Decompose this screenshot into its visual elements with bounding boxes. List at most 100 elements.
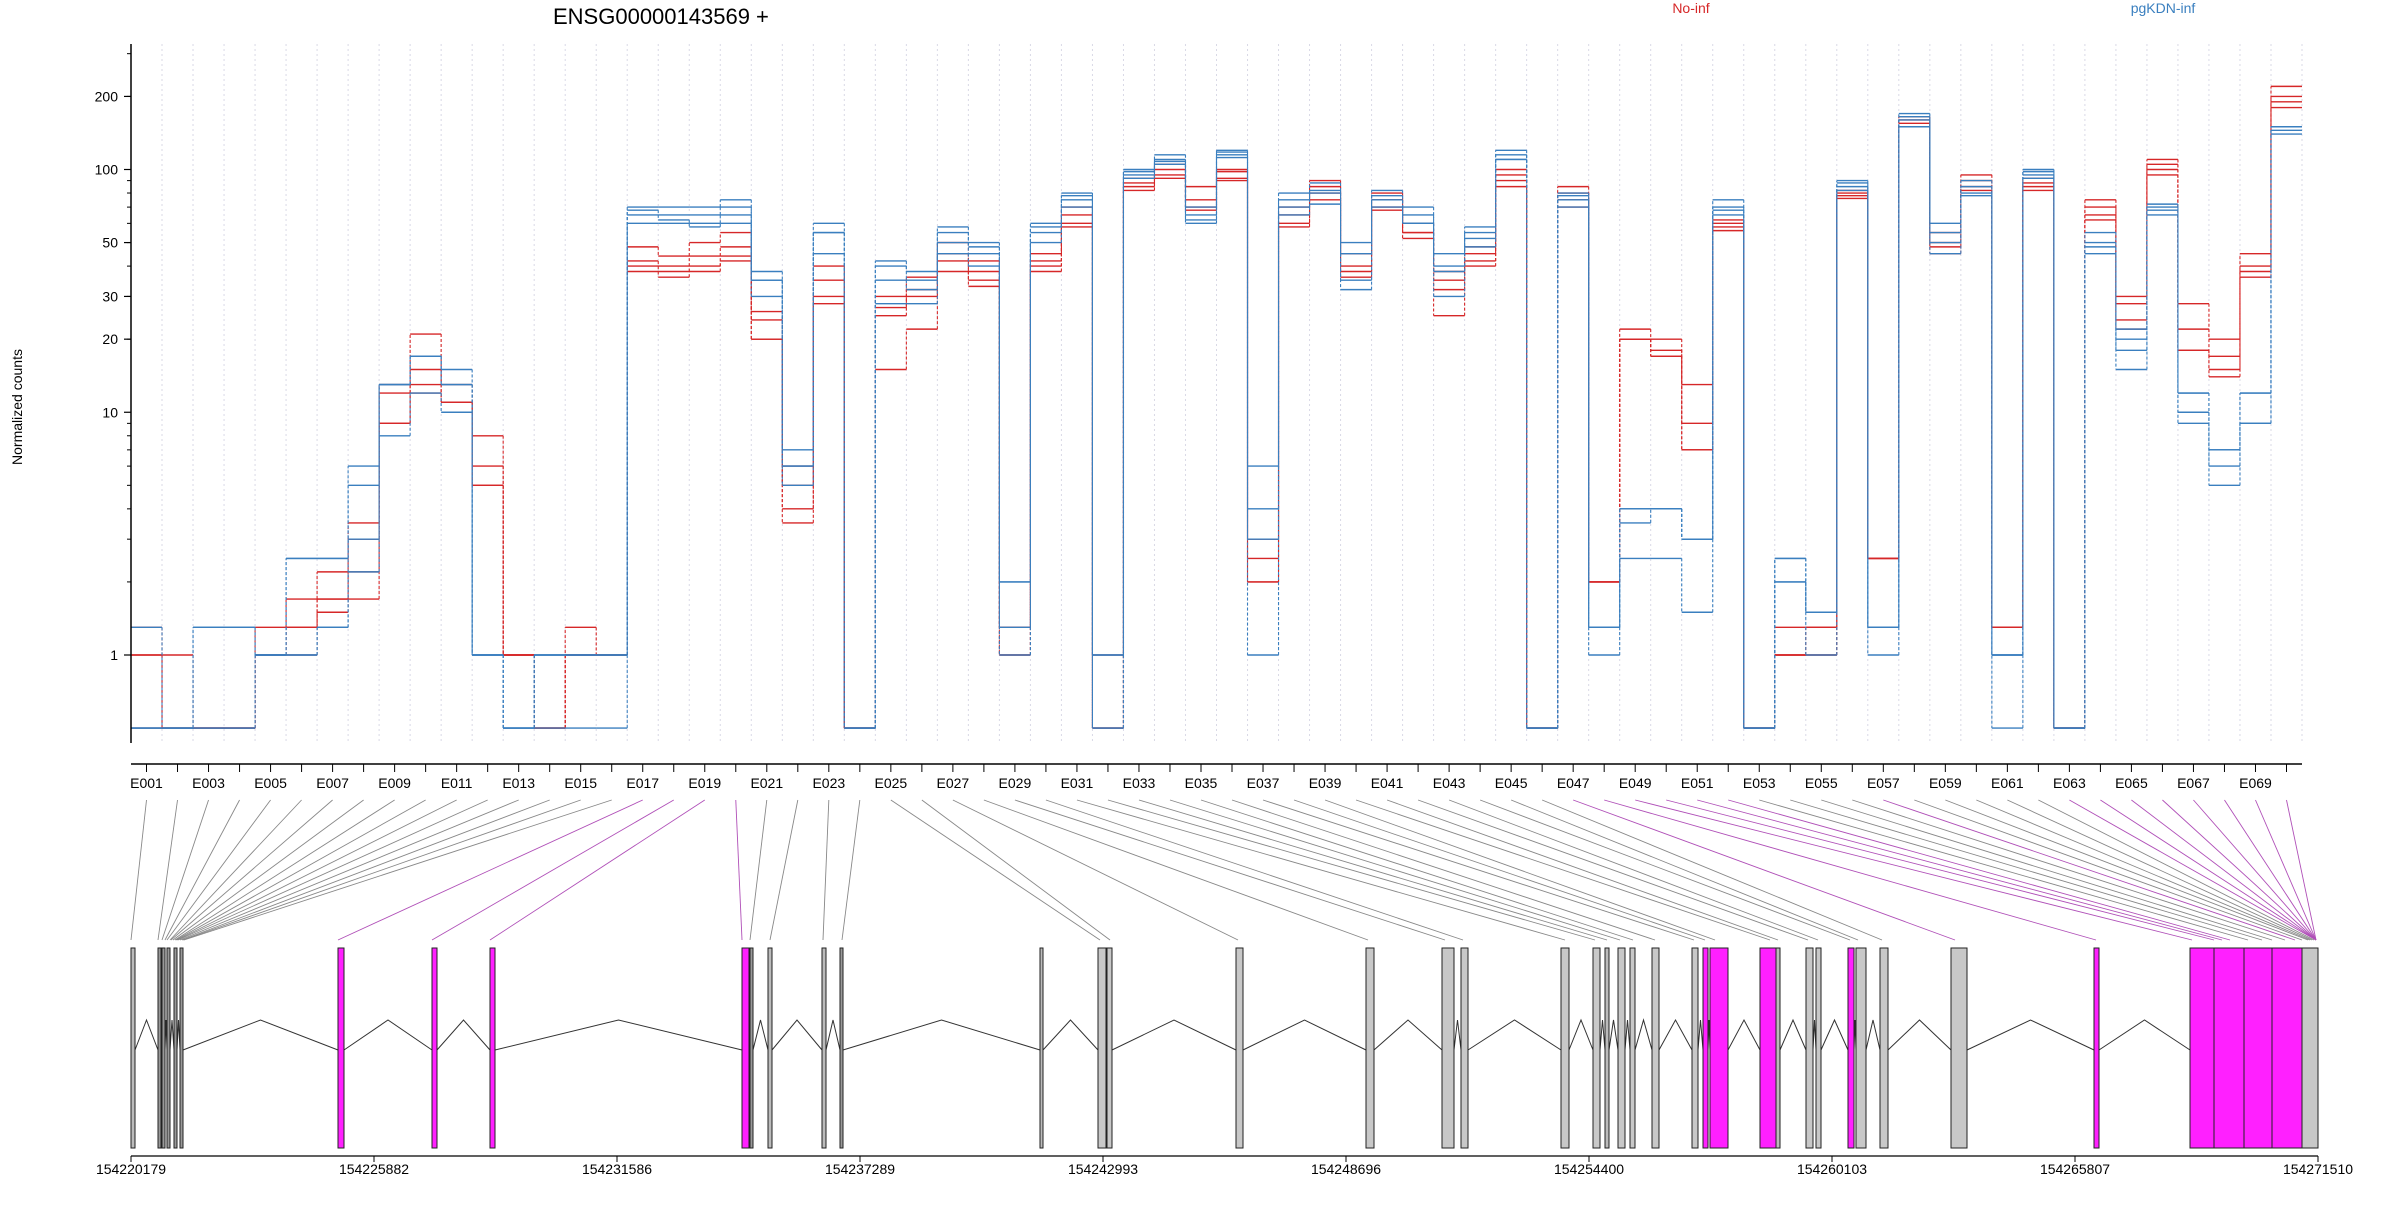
- exon-box: [821, 947, 827, 1149]
- x-tick-label: E061: [1991, 775, 2024, 791]
- exon-box: [1629, 947, 1636, 1149]
- exon-connector: [157, 799, 178, 941]
- x-tick-label: E043: [1433, 775, 1466, 791]
- exon-box: [1847, 947, 1855, 1149]
- intron-line: [1608, 1019, 1619, 1051]
- exon-box: [2243, 947, 2273, 1149]
- exon-box: [1235, 947, 1244, 1149]
- intron-line: [1568, 1018, 1594, 1051]
- exon-connector: [1976, 799, 2311, 941]
- exon-connector: [1386, 799, 1779, 941]
- exon-box: [767, 947, 773, 1149]
- gene-tick-label: 154225882: [339, 1161, 409, 1177]
- exon-box: [749, 947, 754, 1149]
- intron-line: [752, 1019, 769, 1051]
- x-tick-label: E041: [1371, 775, 1404, 791]
- x-tick-label: E031: [1061, 775, 1094, 791]
- exon-connector: [1107, 799, 1596, 941]
- exon-connector: [2007, 799, 2313, 941]
- exon-connector: [1355, 799, 1771, 941]
- intron-line: [1634, 1018, 1653, 1051]
- exon-connector: [1510, 799, 1859, 941]
- exon-connector: [769, 799, 799, 941]
- exon-connector: [1138, 799, 1608, 941]
- intron-line: [1658, 1018, 1693, 1051]
- y-tick-label: 30: [102, 288, 118, 304]
- exon-connector: [170, 799, 333, 941]
- intron-line: [1111, 1019, 1237, 1051]
- exon-connector: [166, 799, 271, 941]
- exon-connector: [1790, 799, 2263, 941]
- intron-line: [1467, 1019, 1562, 1051]
- intron-line: [169, 1019, 175, 1051]
- x-tick-label: E017: [626, 775, 659, 791]
- x-tick-label: E027: [937, 775, 970, 791]
- exon-connector: [2162, 799, 2317, 941]
- exon-connector: [130, 799, 147, 941]
- x-tick-label: E069: [2239, 775, 2272, 791]
- exon-box: [2093, 947, 2100, 1149]
- exon-connector: [1293, 799, 1706, 941]
- exon-connector: [1945, 799, 2309, 941]
- x-tick-label: E005: [254, 775, 287, 791]
- series-pgkdn-inf: [131, 126, 2302, 729]
- intron-line: [771, 1019, 823, 1051]
- exon-box: [1691, 947, 1699, 1149]
- exon-box: [1365, 947, 1375, 1149]
- intron-line: [1887, 1019, 1952, 1051]
- exon-box: [1097, 947, 1107, 1149]
- gene-tick-label: 154265807: [2040, 1161, 2110, 1177]
- legend-label-pgkdn-inf: pgKDN-inf: [2131, 0, 2196, 16]
- gene-model: [130, 947, 2319, 1157]
- x-tick-label: E013: [502, 775, 535, 791]
- exon-connector: [1604, 799, 2097, 941]
- intron-line: [825, 1019, 841, 1051]
- exon-box: [431, 947, 438, 1149]
- gene-tick-label: 154220179: [96, 1161, 166, 1177]
- x-tick-label: E051: [1681, 775, 1714, 791]
- x-tick-label: E053: [1743, 775, 1776, 791]
- exon-connector: [182, 799, 581, 941]
- intron-line: [182, 1019, 339, 1051]
- exon-box: [1604, 947, 1610, 1149]
- intron-line: [1373, 1019, 1443, 1051]
- gene-tick-label: 154237289: [825, 1161, 895, 1177]
- exon-box: [179, 947, 184, 1149]
- y-tick-label: 50: [102, 235, 118, 251]
- exon-connector: [179, 799, 519, 941]
- exon-connector: [2069, 799, 2317, 941]
- intron-line: [1820, 1018, 1849, 1051]
- exon-box: [2301, 947, 2319, 1149]
- gene-tick-label: 154242993: [1068, 1161, 1138, 1177]
- y-tick-label: 1: [110, 647, 118, 663]
- exon-connector: [1728, 799, 2231, 941]
- exon-box: [1855, 947, 1867, 1149]
- exon-box: [2213, 947, 2245, 1149]
- exon-box: [1805, 947, 1814, 1149]
- exon-connector: [822, 799, 830, 941]
- exon-box: [2189, 947, 2215, 1149]
- exon-connector: [161, 799, 209, 941]
- x-tick-label: E049: [1619, 775, 1652, 791]
- intron-line: [1727, 1018, 1761, 1051]
- exon-box: [2271, 947, 2303, 1149]
- exon-box: [1709, 947, 1729, 1149]
- x-tick-label: E011: [441, 775, 473, 791]
- exon-connectors: [130, 799, 2317, 941]
- exon-connector: [1014, 799, 1446, 941]
- intron-line: [436, 1019, 491, 1051]
- exon-connector: [1914, 799, 2303, 941]
- exon-connector: [2255, 799, 2317, 941]
- exon-box: [1617, 947, 1626, 1149]
- x-tick-label: E063: [2053, 775, 2086, 791]
- gene-tick-label: 154271510: [2283, 1161, 2353, 1177]
- y-ticks: 1 10 20 30 50 100 200: [95, 53, 131, 663]
- exon-connector: [1635, 799, 2193, 941]
- intron-line: [343, 1019, 433, 1051]
- x-tick-label: E003: [192, 775, 225, 791]
- y-tick-label: 200: [95, 88, 119, 104]
- series-lines: [131, 85, 2302, 729]
- intron-line: [494, 1019, 743, 1051]
